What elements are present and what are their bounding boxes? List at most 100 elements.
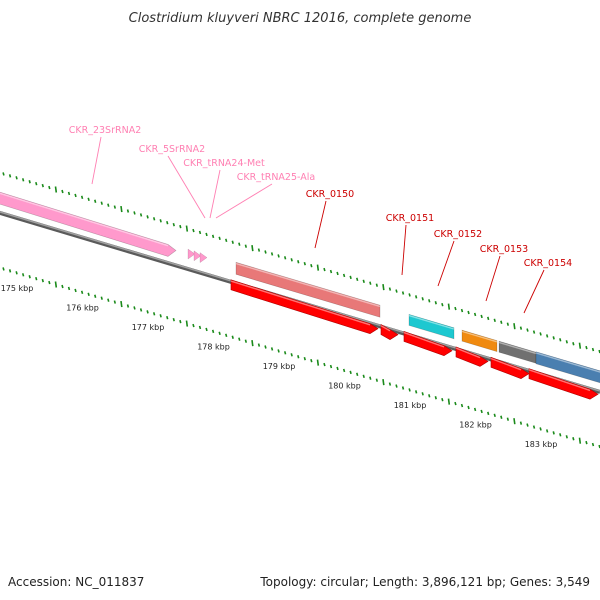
outer-tick bbox=[28, 180, 31, 184]
outer-tick bbox=[447, 303, 451, 310]
inner-tick bbox=[251, 339, 254, 347]
outer-tick bbox=[166, 221, 169, 225]
inner-tick bbox=[428, 394, 431, 398]
inner-tick bbox=[388, 382, 392, 386]
inner-tick bbox=[146, 310, 149, 314]
cds-arrow[interactable] bbox=[380, 324, 399, 340]
inner-tick bbox=[539, 427, 542, 431]
feature-small-rna[interactable] bbox=[187, 248, 196, 260]
inner-tick bbox=[460, 403, 464, 408]
inner-tick bbox=[401, 386, 405, 390]
tick-label: 176 kbp bbox=[66, 303, 99, 312]
inner-tick bbox=[113, 300, 117, 304]
outer-tick bbox=[519, 326, 523, 330]
outer-tick bbox=[421, 297, 424, 301]
inner-tick bbox=[297, 355, 300, 359]
inner-tick bbox=[356, 372, 359, 377]
inner-tick bbox=[264, 345, 267, 349]
cds-arrow-highlight bbox=[490, 357, 522, 371]
inner-tick bbox=[323, 362, 326, 367]
inner-tick bbox=[559, 433, 562, 437]
inner-tick bbox=[454, 401, 457, 406]
outer-tick bbox=[342, 273, 346, 278]
feature-ckr-0150[interactable] bbox=[235, 261, 381, 318]
inner-tick bbox=[21, 273, 25, 277]
outer-tick bbox=[506, 322, 510, 326]
feature-small-rna[interactable] bbox=[199, 252, 208, 264]
cds-track bbox=[230, 279, 599, 400]
cds-arrow[interactable] bbox=[528, 368, 599, 400]
cds-arrow[interactable] bbox=[403, 330, 453, 357]
inner-tick bbox=[159, 314, 162, 318]
feature-small-rna[interactable] bbox=[193, 250, 202, 262]
outer-tick bbox=[362, 279, 365, 283]
label-leader-line bbox=[523, 269, 545, 314]
outer-tick bbox=[126, 209, 130, 213]
inner-tick bbox=[172, 317, 175, 322]
map-title: Clostridium kluyveri NBRC 12016, complet… bbox=[129, 11, 472, 26]
outer-tick bbox=[473, 312, 477, 317]
inner-tick bbox=[565, 435, 568, 439]
outer-tick bbox=[107, 203, 110, 207]
feature-ckr-23srrna2[interactable] bbox=[0, 189, 177, 257]
outer-tick bbox=[578, 342, 582, 349]
outer-tick bbox=[375, 283, 379, 287]
feature-ckr-0151-highlight bbox=[408, 314, 455, 330]
inner-tick bbox=[283, 351, 287, 355]
feature-ckr-0152[interactable] bbox=[461, 329, 498, 353]
outer-tick bbox=[329, 269, 333, 274]
cds-arrow-highlight bbox=[455, 347, 481, 359]
inner-tick bbox=[179, 319, 182, 324]
inner-tick bbox=[329, 364, 333, 369]
inner-tick bbox=[120, 300, 123, 308]
outer-tick bbox=[179, 224, 182, 229]
inner-tick bbox=[74, 288, 77, 293]
feature-ckr-0152-highlight bbox=[461, 330, 498, 343]
inner-tick bbox=[395, 384, 398, 388]
label-leader-line bbox=[209, 169, 221, 219]
outer-tick bbox=[244, 244, 248, 248]
inner-tick bbox=[238, 337, 241, 341]
outer-tick bbox=[67, 191, 71, 196]
inner-tick bbox=[414, 390, 418, 394]
inner-tick bbox=[126, 304, 130, 308]
cds-arrow[interactable] bbox=[490, 356, 530, 379]
outer-tick bbox=[297, 260, 300, 264]
outer-tick bbox=[159, 219, 162, 223]
outer-tick bbox=[434, 301, 437, 305]
inner-tick bbox=[166, 316, 169, 320]
inner-tick bbox=[513, 418, 516, 425]
inner-tick bbox=[257, 343, 261, 347]
inner-tick bbox=[152, 312, 156, 316]
axis-tick-labels: 175 kbp 176 kbp 177 kbp 178 kbp 179 kbp 180 k… bbox=[1, 284, 558, 449]
inner-tick bbox=[277, 349, 280, 353]
inner-tick bbox=[41, 278, 44, 283]
outer-tick bbox=[218, 236, 221, 241]
feature-ckr-0151[interactable] bbox=[408, 313, 455, 340]
inner-tick bbox=[94, 294, 97, 298]
feature-labels: CKR_23SrRNA2 CKR_5SrRNA2 CKR_tRNA24-Met CKR… bbox=[69, 125, 572, 314]
inner-tick bbox=[487, 411, 490, 416]
inner-tick bbox=[526, 423, 529, 427]
outer-tick bbox=[454, 306, 457, 311]
feature-ckr-0154[interactable] bbox=[535, 351, 600, 386]
feature-ckr-23srrna2-highlight bbox=[0, 192, 169, 247]
inner-tick bbox=[493, 413, 496, 418]
cds-arrow[interactable] bbox=[230, 279, 379, 334]
outer-tick bbox=[310, 263, 313, 268]
outer-tick bbox=[323, 267, 326, 272]
inner-tick bbox=[342, 368, 346, 373]
inner-tick bbox=[532, 425, 536, 429]
outer-tick bbox=[172, 222, 175, 227]
cds-arrow-highlight bbox=[380, 325, 391, 332]
inner-tick bbox=[467, 405, 470, 410]
feature-label: CKR_tRNA24-Met bbox=[183, 158, 265, 169]
outer-tick bbox=[277, 254, 280, 258]
gene-feature-track bbox=[0, 189, 600, 386]
feature-label: CKR_0152 bbox=[434, 229, 482, 240]
inner-tick bbox=[133, 306, 136, 310]
cds-arrow[interactable] bbox=[455, 346, 489, 367]
feature-label: CKR_5SrRNA2 bbox=[139, 144, 205, 155]
outer-tick bbox=[316, 264, 320, 271]
